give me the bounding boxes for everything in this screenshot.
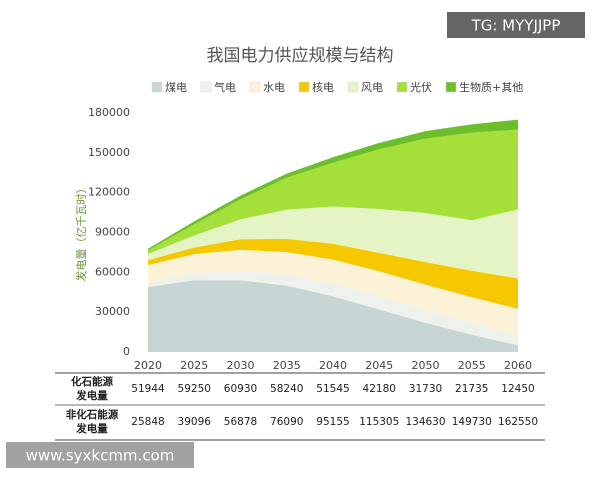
y-tick-label: 120000 (88, 186, 130, 199)
cell: 21735 (455, 383, 488, 395)
cell: 149730 (452, 416, 492, 428)
area (148, 280, 518, 352)
legend-swatch (445, 81, 457, 93)
row-label: 化石能源 (71, 375, 113, 388)
x-tick-label: 2045 (365, 359, 393, 372)
row-label: 发电量 (75, 422, 108, 435)
legend-label: 水电 (263, 81, 285, 94)
x-tick-label: 2050 (412, 359, 440, 372)
x-tick-label: 2030 (227, 359, 255, 372)
x-tick-label: 2055 (458, 359, 486, 372)
y-tick-label: 150000 (88, 146, 130, 159)
watermark: www.syxkcmm.com (26, 447, 175, 465)
x-tick-label: 2035 (273, 359, 301, 372)
cell: 42180 (363, 383, 396, 395)
area (148, 249, 518, 336)
legend-label: 核电 (312, 80, 334, 94)
watermark-box (447, 12, 585, 38)
area (148, 129, 518, 254)
y-axis-label: 发电量（亿千瓦时） (74, 183, 88, 282)
x-tick-label: 2020 (134, 359, 162, 372)
legend-label: 气电 (214, 80, 236, 94)
legend-swatch (151, 81, 163, 93)
legend-swatch (200, 81, 212, 93)
cell: 51545 (316, 383, 349, 395)
watermark-box (6, 442, 194, 468)
cell: 95155 (316, 416, 349, 428)
x-tick-label: 2060 (504, 359, 532, 372)
watermark: TG: MYYJJPP (471, 17, 561, 35)
legend-swatch (249, 81, 261, 93)
cell: 76090 (270, 416, 303, 428)
cell: 12450 (501, 383, 534, 395)
legend-swatch (396, 81, 408, 93)
legend-label: 光伏 (410, 80, 432, 94)
area (148, 271, 518, 346)
cell: 134630 (405, 416, 445, 428)
legend-swatch (347, 81, 359, 93)
y-tick-label: 90000 (95, 226, 130, 239)
y-tick-label: 30000 (95, 305, 130, 318)
cell: 31730 (409, 383, 442, 395)
cell: 25848 (131, 416, 164, 428)
cell: 60930 (224, 383, 257, 395)
legend-label: 煤电 (165, 81, 187, 94)
cell: 39096 (178, 416, 212, 428)
cell: 51944 (131, 383, 165, 395)
area (148, 206, 518, 279)
area (148, 238, 518, 309)
cell: 162550 (498, 416, 538, 428)
y-tick-label: 0 (123, 345, 130, 358)
cell: 56878 (224, 416, 257, 428)
legend-swatch (298, 81, 310, 93)
legend-label: 生物质+其他 (459, 80, 523, 94)
y-tick-label: 60000 (95, 265, 130, 278)
cell: 59250 (178, 383, 211, 395)
row-label: 发电量 (75, 389, 108, 402)
legend-label: 风电 (361, 81, 383, 94)
chart-title: 我国电力供应规模与结构 (207, 46, 394, 66)
x-tick-label: 2025 (180, 359, 208, 372)
row-label: 非化石能源 (66, 408, 119, 421)
cell: 115305 (359, 416, 399, 428)
x-tick-label: 2040 (319, 359, 347, 372)
cell: 58240 (270, 383, 303, 395)
y-tick-label: 180000 (88, 106, 130, 119)
